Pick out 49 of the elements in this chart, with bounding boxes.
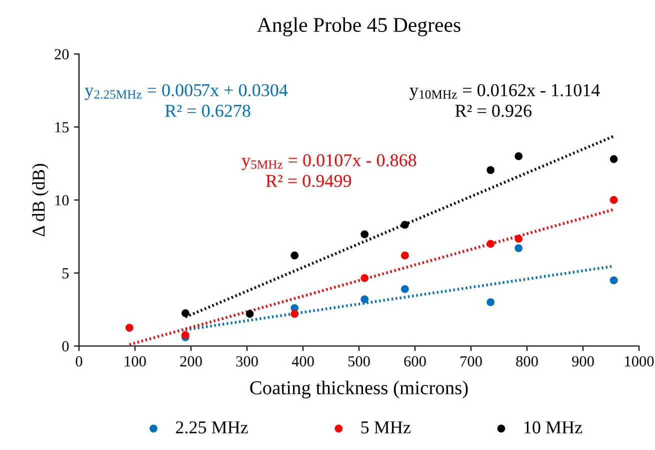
point [360, 230, 369, 238]
point [125, 324, 134, 332]
point [610, 276, 618, 284]
x-tick-label: 0 [76, 356, 82, 366]
y-tick-label: 5 [62, 268, 69, 278]
y-tick-label: 15 [55, 122, 69, 132]
point [486, 166, 495, 174]
x-tick-label: 600 [404, 356, 426, 366]
point [486, 240, 495, 248]
point [246, 310, 254, 318]
annotation: y$_{10MHz}$ = 0.0162x - 1.1014 [410, 84, 600, 100]
point [360, 274, 369, 282]
point [514, 244, 523, 252]
chart-title: Angle Probe 45 Degrees [257, 17, 460, 36]
y-tick-label: 0 [62, 341, 69, 352]
point [486, 298, 495, 306]
legend-label: 5 MHz [361, 421, 410, 434]
point [514, 234, 523, 243]
annotation: R² = 0.926 [455, 104, 532, 117]
x-tick-label: 200 [180, 356, 202, 366]
x-axis-title: Coating thickness (microns) [250, 380, 468, 398]
point [181, 331, 190, 339]
x-tick-label: 1000 [625, 356, 654, 366]
point [290, 252, 299, 260]
x-tick-label: 400 [292, 356, 314, 366]
point [400, 220, 409, 229]
point [400, 252, 409, 260]
legend-label: 10 MHz [524, 421, 582, 434]
x-tick-label: 500 [348, 356, 370, 366]
x-tick-label: 300 [236, 356, 258, 366]
annotation: y$_{2.25MHz}$ = 0.0057x + 0.0304 [84, 84, 288, 100]
point [360, 295, 369, 304]
x-tick-label: 900 [572, 356, 594, 366]
y-axis-title: Δ dB (dB) [32, 164, 48, 236]
x-tick-label: 100 [124, 356, 146, 366]
point [610, 155, 618, 164]
point [610, 196, 618, 204]
y-tick-label: 10 [55, 195, 69, 206]
annotation: R² = 0.9499 [266, 174, 352, 188]
y-tick-label: 20 [54, 49, 69, 60]
annotation: y$_{5MHz}$ = 0.0107x - 0.868 [242, 154, 416, 170]
point [181, 309, 190, 318]
x-tick-label: 700 [460, 356, 482, 366]
legend-label: 2.25 MHz [176, 421, 248, 434]
x-tick-label: 800 [516, 356, 538, 366]
point [514, 152, 523, 160]
annotation: R² = 0.6278 [165, 104, 250, 117]
point [400, 285, 409, 294]
point [290, 310, 299, 318]
